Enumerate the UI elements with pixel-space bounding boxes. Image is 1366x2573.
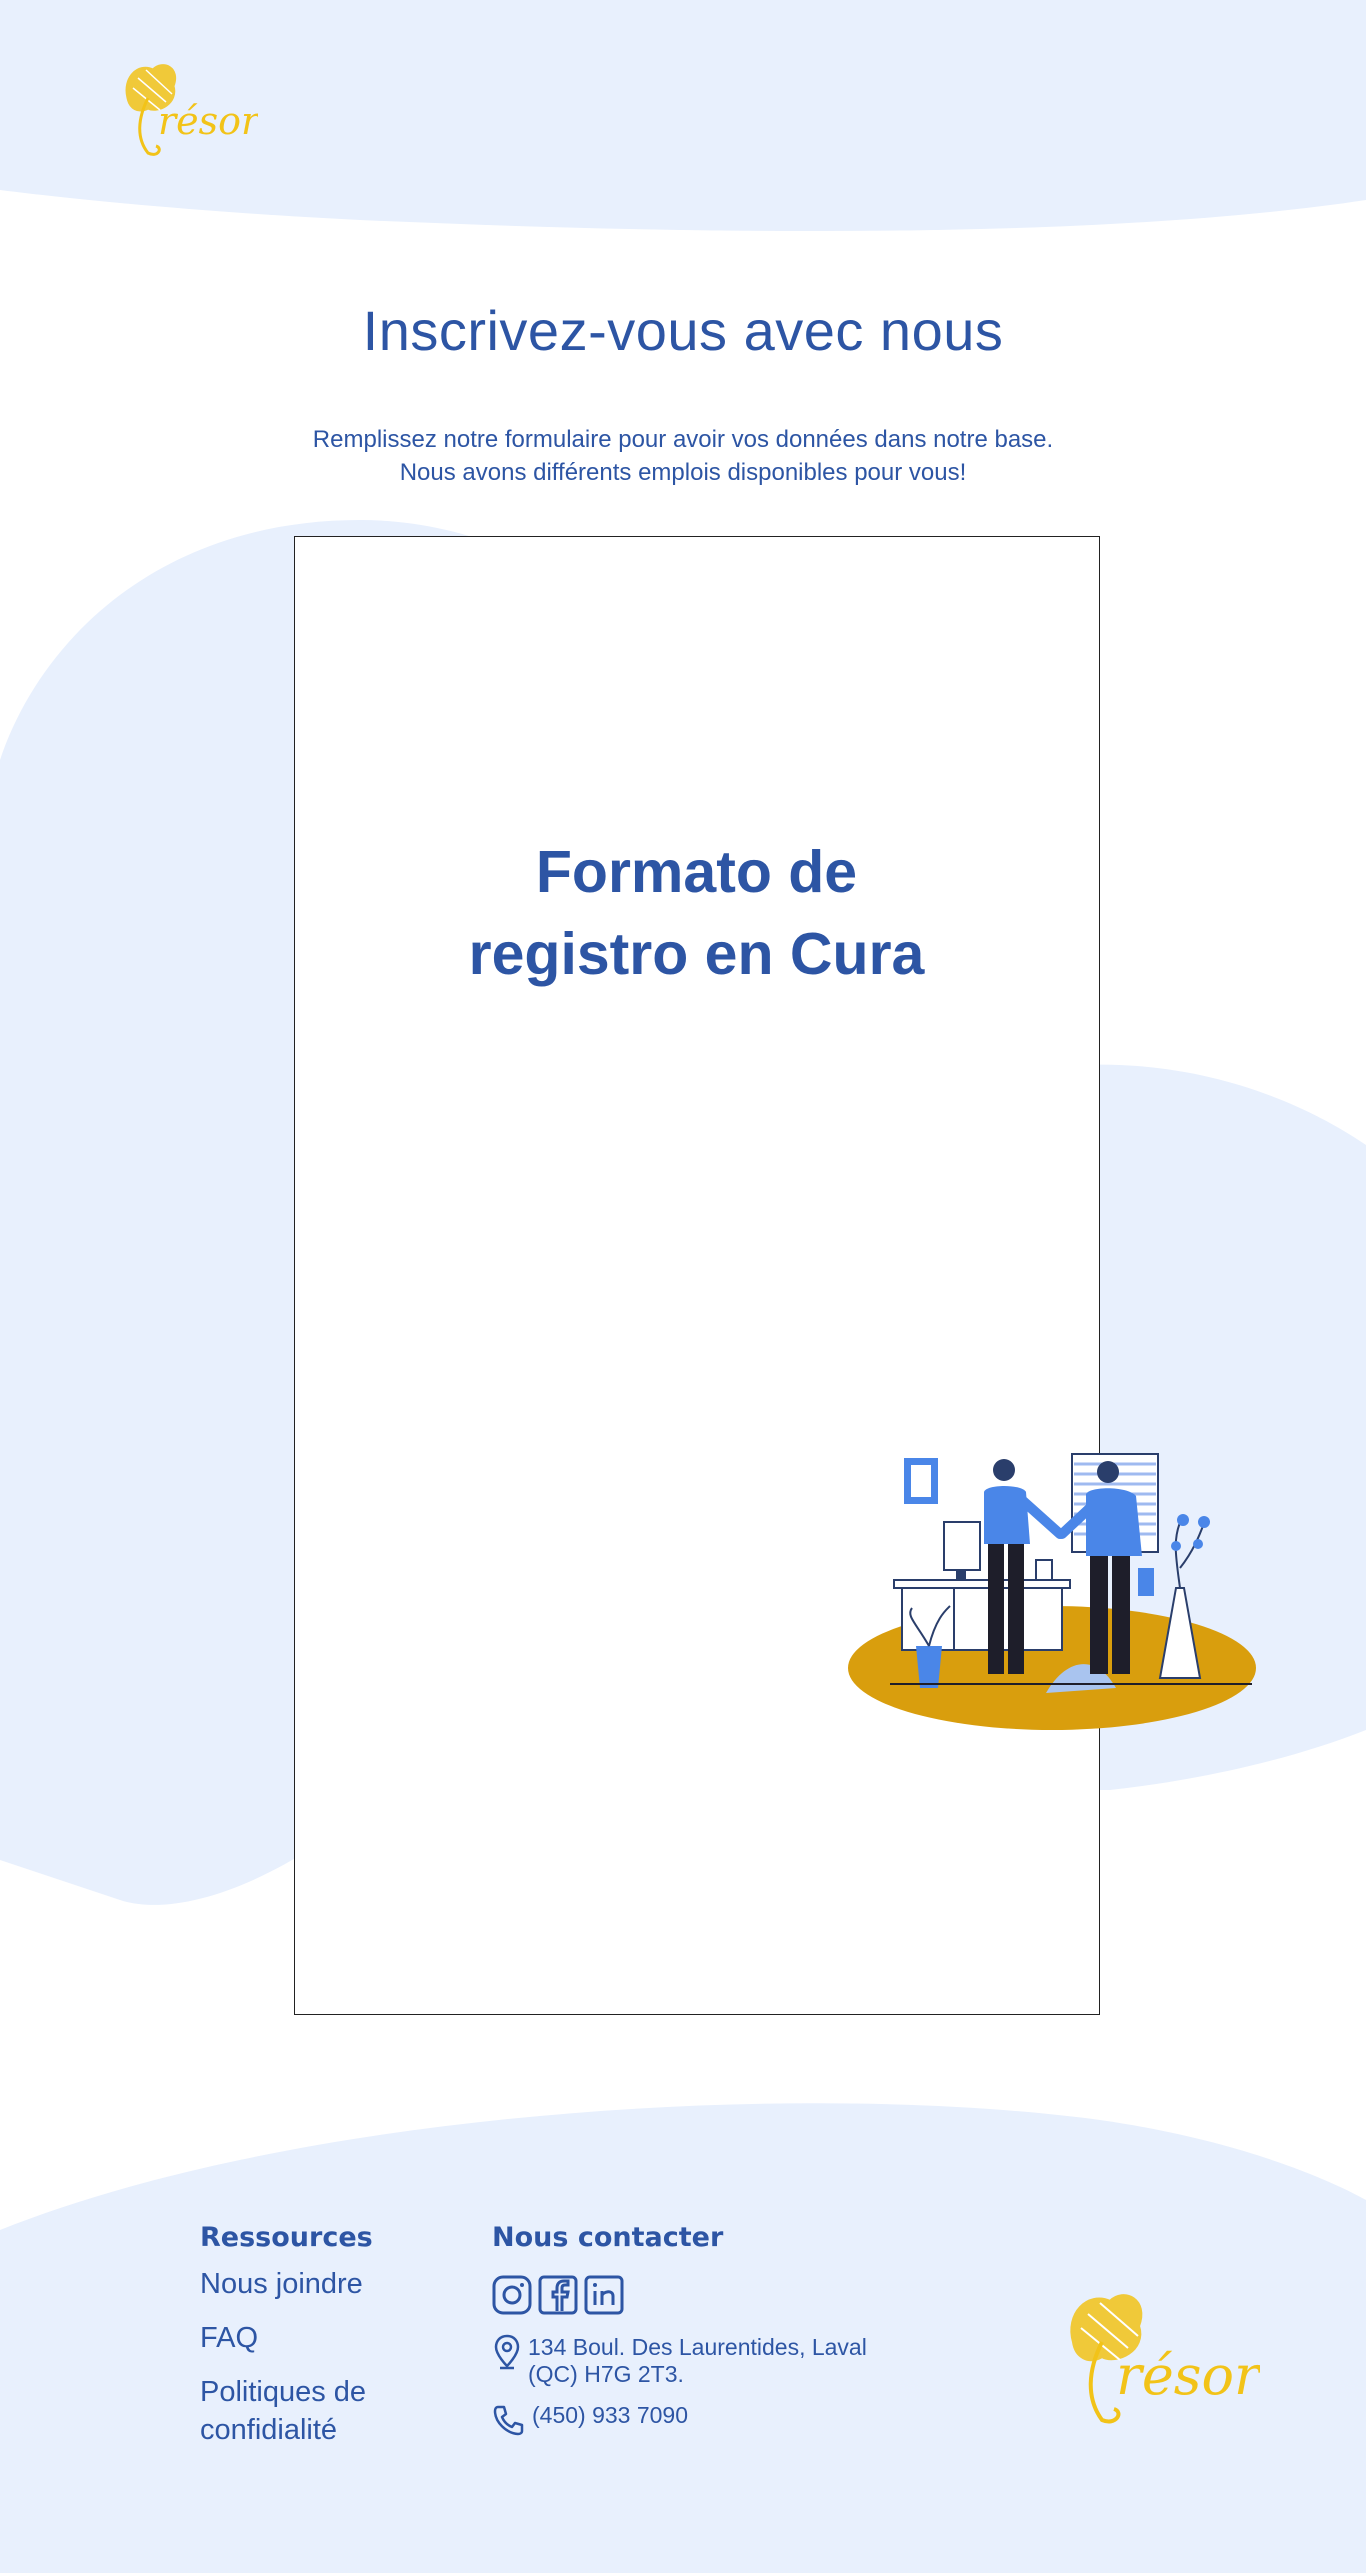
subtitle-line-2: Nous avons différents emplois disponible… <box>399 459 967 486</box>
phone-number: (450) 933 7090 <box>532 2402 689 2428</box>
linkedin-icon[interactable] <box>584 2275 624 2315</box>
address-line-1: 134 Boul. Des Laurentides, Laval <box>528 2334 867 2360</box>
contact-address: 134 Boul. Des Laurentides, Laval (QC) H7… <box>492 2334 867 2388</box>
footer-contact: Nous contacter <box>492 2222 723 2253</box>
registration-form-embed[interactable]: Formato de registro en Cura <box>294 536 1100 2015</box>
form-title: Formato de registro en Cura <box>295 831 1098 995</box>
page-subtitle: Remplissez notre formulaire pour avoir v… <box>0 423 1366 489</box>
instagram-icon[interactable] <box>492 2275 532 2315</box>
link-faq[interactable]: FAQ <box>200 2322 259 2354</box>
link-nous-joindre[interactable]: Nous joindre <box>200 2268 363 2300</box>
location-pin-icon <box>494 2334 520 2370</box>
footer-brand-logo[interactable]: résor <box>1060 2286 1260 2436</box>
contact-heading: Nous contacter <box>492 2222 724 2253</box>
address-line-2: (QC) H7G 2T3. <box>528 2361 684 2387</box>
facebook-icon[interactable] <box>538 2275 578 2315</box>
link-politiques-line-2: confidialité <box>200 2414 338 2446</box>
footer-resources: Ressources Nous joindre FAQ Politiques d… <box>200 2222 373 2449</box>
page-title: Inscrivez-vous avec nous <box>362 299 1004 362</box>
form-title-line-1: Formato de <box>535 839 858 905</box>
resources-heading: Ressources <box>200 2222 373 2253</box>
link-politiques-line-1: Politiques de <box>200 2376 367 2408</box>
social-links <box>492 2275 624 2315</box>
form-title-line-2: registro en Cura <box>468 921 925 987</box>
phone-icon <box>493 2405 524 2436</box>
subtitle-line-1: Remplissez notre formulaire pour avoir v… <box>312 426 1054 453</box>
handshake-illustration <box>848 1453 1256 1730</box>
brand-logo[interactable]: résor <box>118 58 258 168</box>
link-politiques[interactable]: Politiques de confidialité <box>200 2373 373 2449</box>
svg-text:résor: résor <box>1116 2344 1260 2407</box>
contact-phone[interactable]: (450) 933 7090 <box>492 2402 688 2436</box>
svg-text:résor: résor <box>158 99 258 143</box>
